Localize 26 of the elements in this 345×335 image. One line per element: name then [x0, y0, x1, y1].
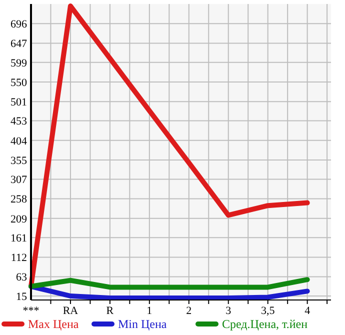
- y-tick-label: 63: [16, 272, 28, 284]
- y-tick-label: 550: [10, 76, 28, 89]
- y-tick-label: 307: [10, 174, 28, 186]
- x-tick-label: ***: [22, 305, 40, 317]
- y-tick-label: 258: [10, 194, 28, 206]
- y-tick-label: 647: [10, 38, 28, 50]
- x-tick-label: R: [106, 305, 114, 317]
- x-tick-label: 3,5: [260, 305, 276, 317]
- y-tick-label: 209: [10, 213, 28, 226]
- y-tick-label: 453: [10, 116, 28, 128]
- legend-label: Min Цена: [118, 317, 168, 331]
- y-tick-label: 161: [10, 232, 27, 244]
- x-tick-label: 2: [186, 305, 192, 317]
- legend-label: Max Цена: [28, 317, 80, 331]
- y-tick-label: 599: [10, 57, 28, 70]
- y-tick-label: 501: [10, 96, 27, 108]
- x-tick-label: 1: [146, 305, 152, 317]
- x-tick-label: 4: [304, 305, 311, 317]
- y-tick-label: 355: [10, 154, 28, 167]
- y-tick-label: 112: [10, 252, 27, 264]
- x-tick-label: RA: [62, 305, 78, 317]
- y-tick-label: 404: [10, 135, 28, 148]
- y-tick-label: 15: [16, 290, 28, 303]
- y-tick-label: 696: [10, 18, 28, 30]
- legend-label: Сред.Цена, т.йен: [222, 317, 308, 331]
- x-tick-label: 3: [226, 305, 232, 317]
